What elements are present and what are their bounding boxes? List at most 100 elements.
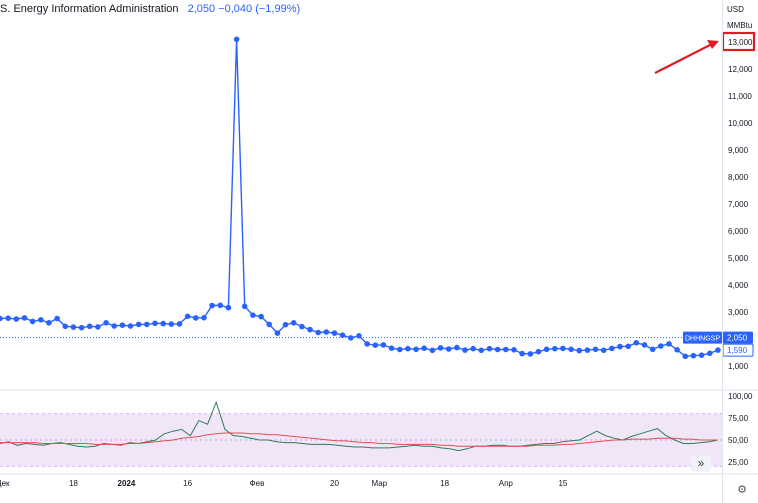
data-point [274,330,281,336]
x-tick-label: 18 [69,479,78,488]
unit-label[interactable]: MMBtu [727,21,753,30]
data-point [666,341,672,347]
data-point [445,346,452,352]
x-tick-label: Дек [0,479,10,488]
data-point [5,315,11,322]
data-point [356,333,362,339]
last-price-tag [723,331,753,344]
data-source-title: S. Energy Information Administration [0,3,179,15]
data-point [184,313,191,320]
rsi-y-tick-label: 50,00 [728,436,749,445]
annotation-box [721,31,756,52]
annotation-arrow-head [707,40,719,49]
data-point [519,350,525,357]
rsi-y-tick-label: 75,00 [728,414,749,423]
data-point [290,320,297,326]
data-point [690,352,697,359]
series-name-tag [683,331,722,344]
data-point [633,340,640,346]
data-point [323,329,330,335]
last-price: 2,050 [187,3,216,15]
y-tick-label: 6,000 [728,227,749,236]
y-tick-label: 12,000 [728,65,753,74]
data-point [258,313,264,320]
y-tick-label: 8,000 [728,173,749,182]
x-tick-label: 18 [440,479,449,488]
data-point [609,345,615,352]
x-tick-label: Апр [499,479,514,488]
y-tick-label: 3,000 [728,308,749,317]
price-scale-separator [722,0,723,503]
data-point [674,347,680,353]
data-point [111,323,117,329]
rsi-ma-line [0,432,718,447]
data-point [168,321,175,327]
currency-label[interactable]: USD [727,5,744,14]
data-point [649,346,656,353]
data-point [380,342,387,348]
series-name-label: DHHNGSP [685,336,720,343]
rsi-y-tick-label: 25,00 [728,458,749,467]
data-point [552,345,558,352]
scroll-to-realtime-button[interactable]: » [691,456,711,472]
data-point [625,343,631,350]
y-tick-label: 1,000 [728,362,749,371]
data-point [250,312,256,319]
y-tick-label: 5,000 [728,254,749,263]
y-tick-label: 11,000 [728,92,752,101]
data-point [127,323,134,329]
y-tick-label: 4,000 [728,281,749,290]
x-tick-label: Фев [250,479,265,488]
data-point [698,352,705,359]
data-point [70,324,77,330]
data-point [13,316,20,322]
data-point [78,324,85,331]
data-point [682,353,689,360]
data-point [494,346,501,353]
last-price-tag-label: 2,050 [727,334,748,343]
data-point [152,320,158,327]
data-point [282,321,289,328]
current-price-tag [722,343,754,357]
last-price-change: 2,050 −0,040 (−1,99%) [188,3,301,15]
x-tick-label: 15 [558,479,567,488]
data-point [103,320,109,326]
data-point [21,315,28,321]
data-point [348,335,354,341]
data-point [339,332,346,339]
data-point [315,329,322,336]
data-point [511,347,517,353]
data-point [299,323,305,330]
data-point [160,320,166,327]
data-point [29,318,36,325]
data-point [617,343,623,350]
data-point [135,321,142,328]
data-point [584,347,591,353]
data-point [486,345,493,352]
annotation-arrow-shaft [654,43,713,74]
current-price-tag-label: 1,590 [727,346,748,355]
data-point [54,315,60,322]
data-point [217,302,224,309]
settings-icon[interactable]: ⚙ [737,484,747,496]
data-point [331,330,338,336]
data-point [503,346,509,353]
data-point [454,344,460,351]
data-point [397,346,403,353]
rsi-y-tick-label: 100,00 [728,392,753,401]
data-point [95,324,101,330]
x-tick-label: Мар [372,479,388,488]
data-point [421,345,428,352]
data-point [233,36,240,43]
data-point [307,326,313,333]
data-point [478,347,485,354]
data-point [658,343,664,349]
data-point [592,346,599,353]
data-point [372,342,379,349]
y-tick-label: 10,000 [728,119,753,128]
data-point [568,346,574,353]
data-point [266,321,273,328]
data-point [470,345,477,352]
